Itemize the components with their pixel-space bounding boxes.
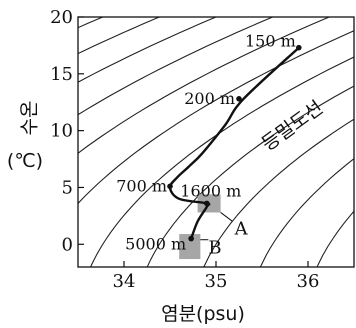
region-box-b <box>179 234 201 260</box>
region-a-leader <box>220 212 233 222</box>
isopycnal-line <box>259 158 354 267</box>
depth-label: 5000 m <box>125 235 186 254</box>
y-axis-title: 수온 <box>19 101 41 136</box>
isopycnal-line <box>90 56 354 267</box>
axis-ticks: 34 35 36 0 5 10 15 20 <box>50 7 319 292</box>
region-b-label: B <box>208 238 221 259</box>
y-tick-label: 5 <box>62 177 73 198</box>
x-tick-label: 35 <box>205 271 228 292</box>
y-tick-label: 10 <box>50 121 73 142</box>
chart-labels: AB 150 m 200 m 700 m 1600 m 5000 m <box>116 32 296 259</box>
depth-point <box>296 44 302 51</box>
isopycnal-label: 등밀도선 <box>258 97 327 156</box>
depth-point <box>204 200 210 207</box>
depth-label: 150 m <box>245 32 296 51</box>
isopycnal-line <box>203 118 354 267</box>
depth-label: 200 m <box>184 89 235 108</box>
isopycnal-line <box>78 17 161 55</box>
y-axis-unit: (℃) <box>7 150 43 172</box>
isopycnal-line <box>316 210 354 267</box>
profile-series <box>167 44 302 242</box>
y-tick-label: 0 <box>62 234 73 255</box>
x-tick-label: 36 <box>297 271 320 292</box>
y-tick-label: 20 <box>50 7 73 28</box>
depth-label: 700 m <box>116 176 167 195</box>
depth-point <box>236 96 242 102</box>
plot-frame <box>77 16 355 268</box>
depth-point <box>167 183 173 190</box>
isopycnal-line <box>78 30 354 205</box>
depth-label: 1600 m <box>180 181 241 200</box>
isopycnal-line <box>78 17 275 116</box>
isopycnal-line <box>146 85 354 267</box>
isopycnal-line <box>78 17 218 83</box>
x-axis-title: 염분(psu) <box>161 303 245 325</box>
isopycnal-lines <box>78 17 354 267</box>
plot-border <box>77 16 355 268</box>
y-tick-label: 15 <box>50 64 73 85</box>
isopycnal-line <box>78 17 331 154</box>
x-tick-label: 34 <box>113 271 136 292</box>
region-a-label: A <box>234 218 249 239</box>
depth-point <box>188 235 194 242</box>
profile-line <box>168 46 300 240</box>
